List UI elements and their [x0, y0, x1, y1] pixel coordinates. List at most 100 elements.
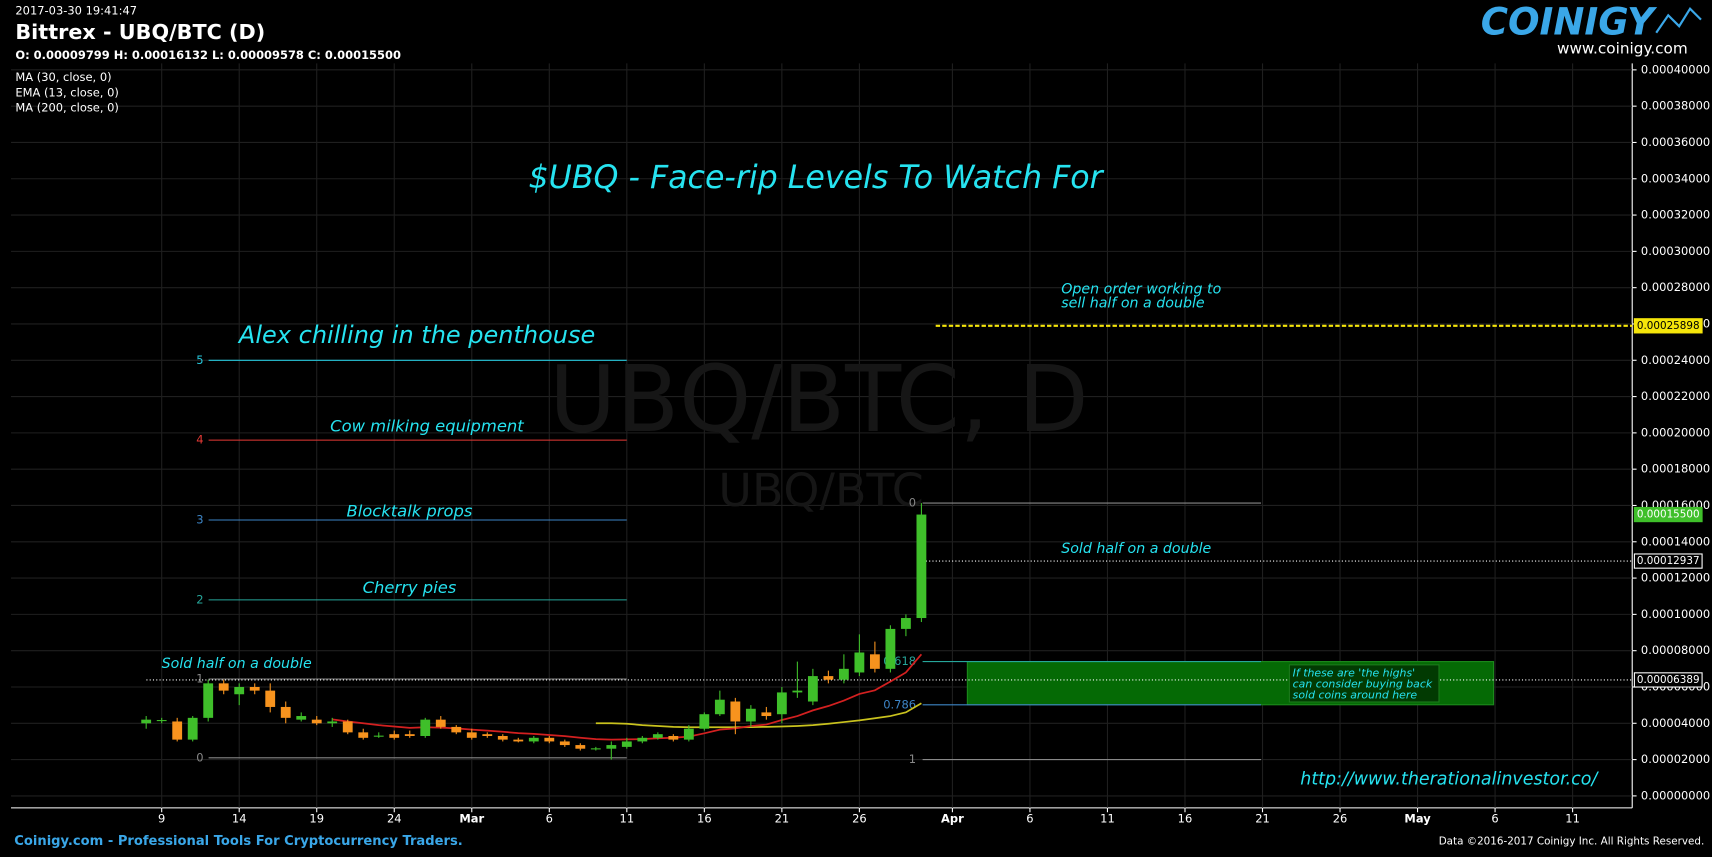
- candle-body: [420, 719, 431, 736]
- x-tick-label: 9: [158, 811, 165, 825]
- candle-body: [621, 741, 632, 747]
- candle-body: [497, 735, 508, 740]
- level-label: 3: [196, 512, 203, 526]
- candle-body: [544, 737, 555, 742]
- x-tick-label: Mar: [459, 811, 484, 825]
- y-tick-label: 0.00028000: [1641, 280, 1710, 294]
- footer-right: Data ©2016-2017 Coinigy Inc. All Rights …: [1439, 836, 1705, 848]
- level-label: 5: [196, 353, 203, 367]
- y-tick-label: 0.00036000: [1641, 135, 1710, 149]
- x-tick-label: 6: [1026, 811, 1033, 825]
- candle-body: [513, 739, 524, 742]
- y-tick-label: 0.00030000: [1641, 244, 1710, 258]
- y-tick-label: 0.00020000: [1641, 425, 1710, 439]
- x-tick-label: 14: [232, 811, 247, 825]
- price-tag: [1633, 553, 1703, 569]
- level-label: 0: [196, 750, 203, 764]
- price-tag-label: 0.00025898: [1637, 320, 1700, 332]
- candle-body: [389, 734, 400, 738]
- candle-body: [792, 690, 803, 693]
- candle-body: [234, 686, 245, 695]
- candle-body: [327, 721, 338, 724]
- candle-body: [203, 683, 214, 718]
- annotation: Blocktalk props: [347, 502, 473, 521]
- level-label: 4: [196, 433, 203, 447]
- candle-body: [916, 514, 927, 619]
- price-tag: [1633, 506, 1703, 523]
- candle-body: [373, 735, 384, 737]
- level-label: 1: [196, 672, 203, 686]
- watermark-sub: UBQ/BTC: [718, 463, 923, 517]
- price-tag-label: 0.00015500: [1637, 509, 1700, 521]
- candle-body: [900, 618, 911, 629]
- fib-label: 0: [909, 496, 916, 510]
- level-label: 2: [196, 592, 203, 606]
- price-tag: [1633, 672, 1703, 688]
- link[interactable]: http://www.therationalinvestor.co/: [1300, 769, 1599, 789]
- annotation: Open order working to: [1061, 281, 1221, 297]
- price-tag-label: 0.00012937: [1637, 555, 1700, 567]
- candle-body: [745, 708, 756, 722]
- footer-left: Coinigy.com - Professional Tools For Cry…: [14, 834, 462, 849]
- candle-body: [575, 745, 586, 749]
- candle-body: [730, 701, 741, 722]
- candle-body: [187, 717, 198, 740]
- candle-body: [265, 690, 276, 707]
- zone-note: If these are 'the highs': [1293, 667, 1415, 680]
- y-tick-label: 0.00008000: [1641, 643, 1710, 657]
- x-tick-label: 26: [852, 811, 867, 825]
- candle-body: [823, 676, 834, 680]
- indicator-line: [595, 702, 922, 729]
- candle-body: [342, 721, 353, 733]
- y-tick-label: 0.00022000: [1641, 389, 1710, 403]
- x-tick-label: 16: [1178, 811, 1193, 825]
- y-tick-label: 0.00018000: [1641, 462, 1710, 476]
- logo-icon: [1655, 6, 1702, 34]
- candle-body: [668, 735, 679, 740]
- candle-body: [637, 737, 648, 742]
- candle-body: [141, 719, 152, 724]
- x-tick-label: 16: [697, 811, 712, 825]
- candle-body: [776, 692, 787, 715]
- candle-body: [885, 628, 896, 669]
- candle-body: [761, 712, 772, 717]
- note-box: [1288, 664, 1440, 703]
- candle-body: [280, 706, 291, 718]
- price-tag: [1633, 318, 1703, 334]
- candle-body: [854, 652, 865, 673]
- y-tick-label: 0.00010000: [1641, 607, 1710, 621]
- candle-body: [699, 714, 710, 729]
- y-tick-label: 0.00040000: [1641, 62, 1710, 76]
- legend-entry: MA (30, close, 0): [15, 70, 111, 84]
- legend-entry: EMA (13, close, 0): [15, 85, 118, 99]
- symbol: Bittrex - UBQ/BTC (D): [15, 20, 265, 44]
- y-tick-label: 0.00014000: [1641, 534, 1710, 548]
- y-tick-label: 0.00034000: [1641, 171, 1710, 185]
- fib-label: 0.786: [883, 697, 916, 711]
- x-tick-label: 21: [1255, 811, 1270, 825]
- candle-body: [249, 686, 260, 691]
- candle-body: [869, 654, 880, 669]
- annotation: Cow milking equipment: [330, 416, 524, 435]
- candle-body: [358, 732, 369, 738]
- candle-body: [311, 719, 322, 724]
- x-tick-label: 6: [1491, 811, 1498, 825]
- grid: 0.000000000.000020000.000040000.00006000…: [11, 62, 1710, 825]
- candle-body: [528, 737, 539, 742]
- fib-label: 1: [909, 752, 916, 766]
- logo: COINIGY: [1481, 1, 1658, 44]
- y-tick-label: 0.00002000: [1641, 752, 1710, 766]
- annotation: Cherry pies: [363, 578, 457, 597]
- x-tick-label: 11: [1565, 811, 1580, 825]
- x-tick-label: 21: [775, 811, 790, 825]
- price-tag-label: 0.00006389: [1637, 674, 1700, 686]
- y-tick-label: 0.00000000: [1641, 788, 1710, 802]
- candle-body: [156, 720, 167, 722]
- zone-note: sold coins around here: [1293, 688, 1418, 701]
- candle-body: [451, 726, 462, 733]
- annotation: Sold half on a double: [162, 656, 312, 672]
- watermark: UBQ/BTC, D: [549, 346, 1089, 453]
- candle-body: [218, 683, 229, 691]
- candle-body: [652, 734, 663, 738]
